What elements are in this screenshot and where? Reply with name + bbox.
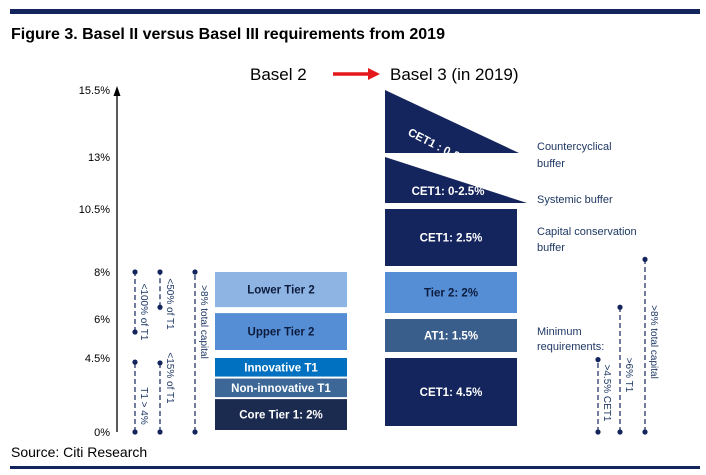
basel3-bar-label: CET1: 0-2.5% [412, 186, 485, 198]
basel3-side-label: Minimum [537, 326, 582, 338]
basel2-bar-label: Non-innovative T1 [231, 383, 331, 395]
bottom-rule [10, 466, 700, 469]
basel3-bar [385, 90, 519, 153]
header-arrow-head [368, 68, 380, 80]
figure-title: Figure 3. Basel II versus Basel III requ… [11, 26, 445, 43]
basel3-bar [385, 157, 527, 203]
bracket-dot [132, 429, 138, 435]
constraint-label: <15% of T1 [164, 352, 175, 404]
y-tick-label: 13% [88, 152, 110, 164]
bracket-dot [192, 269, 198, 275]
y-axis-arrow [113, 86, 121, 96]
constraint-label: T1 > 4% [138, 387, 149, 425]
y-tick-label: 10.5% [79, 204, 110, 216]
basel2-heading: Basel 2 [250, 65, 307, 84]
basel2-bar-label: Upper Tier 2 [248, 327, 315, 339]
bracket-dot [595, 357, 601, 363]
bracket-dot [157, 429, 163, 435]
basel3-bar [385, 272, 517, 313]
basel3-side-label: requirements: [537, 341, 604, 353]
basel2-bar [215, 378, 347, 398]
basel3-bar-label: AT1: 1.5% [424, 331, 478, 343]
constraint-label: <100% of T1 [138, 284, 149, 341]
y-tick-label: 8% [94, 267, 110, 279]
y-tick-label: 4.5% [85, 353, 110, 365]
basel2-bar [215, 313, 347, 350]
bracket-dot [617, 304, 623, 310]
bracket-dot [642, 429, 648, 435]
basel3-side-label: Countercyclical [537, 141, 612, 153]
basel2-bar [215, 358, 347, 377]
bracket-dot [157, 360, 163, 366]
bracket-dot [132, 359, 138, 365]
basel2-bar-label: Core Tier 1: 2% [239, 410, 323, 422]
bracket-dot [642, 256, 648, 262]
bracket-dot [157, 304, 163, 310]
source-note: Source: Citi Research [11, 444, 148, 460]
constraint-label: >8% total capital [648, 305, 659, 379]
basel3-bar [385, 209, 517, 266]
basel3-side-label: Capital conservation [537, 226, 637, 238]
constraint-label: >6% T1 [623, 358, 634, 393]
bracket-dot [132, 329, 138, 335]
basel3-bar [385, 358, 517, 426]
basel3-bar [385, 319, 517, 352]
top-rule [10, 9, 700, 14]
basel2-bar [215, 399, 347, 430]
constraint-label: >8% total capital [198, 285, 209, 359]
basel2-bar-label: Innovative T1 [244, 362, 318, 374]
y-tick-label: 15.5% [79, 85, 110, 97]
basel3-side-label: buffer [537, 158, 565, 170]
basel3-side-label: buffer [537, 242, 565, 254]
y-tick-label: 0% [94, 427, 110, 439]
basel2-bar-label: Lower Tier 2 [247, 285, 315, 297]
y-tick-label: 6% [94, 314, 110, 326]
bracket-dot [157, 269, 163, 275]
basel3-side-label: Systemic buffer [537, 194, 613, 206]
basel2-bar [215, 272, 347, 308]
basel3-bar-label: Tier 2: 2% [424, 288, 478, 300]
basel3-bar-label: CET1: 4.5% [420, 387, 483, 399]
bracket-dot [617, 429, 623, 435]
bracket-dot [132, 269, 138, 275]
constraint-label: <50% of T1 [164, 278, 175, 330]
constraint-label: >4.5% CET1 [601, 365, 612, 422]
basel3-bar-label: CET1: 2.5% [420, 233, 483, 245]
basel3-heading: Basel 3 (in 2019) [390, 65, 519, 84]
bracket-dot [595, 429, 601, 435]
bracket-dot [192, 429, 198, 435]
